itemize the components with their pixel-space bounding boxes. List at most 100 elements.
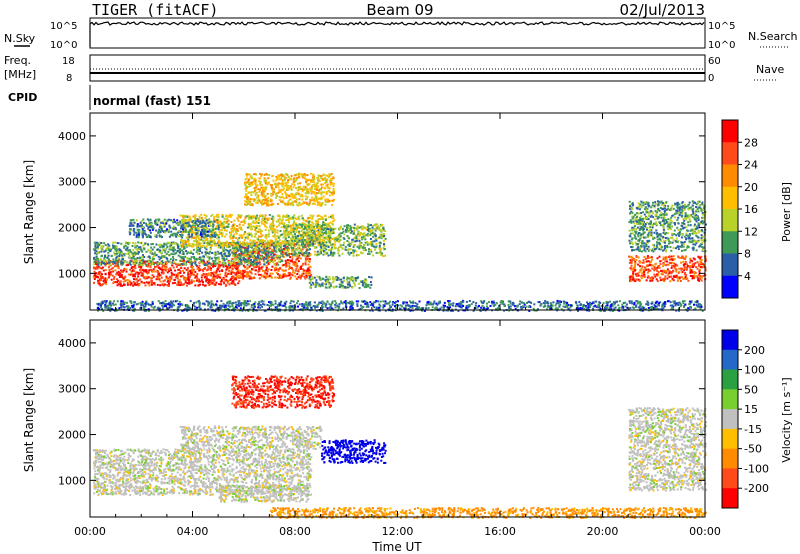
scatter-cell xyxy=(243,266,246,269)
scatter-cell xyxy=(255,186,258,189)
scatter-cell xyxy=(296,203,299,206)
scatter-cell xyxy=(262,274,265,277)
noise-left-tick-top: 10^5 xyxy=(50,21,77,32)
scatter-cell xyxy=(252,249,255,252)
scatter-cell xyxy=(244,255,247,258)
scatter-cell xyxy=(170,271,173,274)
scatter-cell xyxy=(154,218,157,221)
scatter-cell xyxy=(275,271,278,274)
scatter-cell xyxy=(287,201,289,204)
scatter-cell xyxy=(282,241,285,244)
scatter-cell xyxy=(209,246,212,249)
scatter-cell xyxy=(238,215,241,218)
scatter-cell xyxy=(186,284,188,287)
scatter-cell xyxy=(371,231,374,234)
scatter-cell xyxy=(340,278,343,281)
scatter-cell xyxy=(108,266,110,269)
scatter-cell xyxy=(332,285,335,288)
scatter-cell xyxy=(101,273,103,276)
scatter-cell xyxy=(288,262,291,265)
scatter-cell xyxy=(343,233,346,236)
scatter-cell xyxy=(326,226,329,229)
scatter-cell xyxy=(193,274,196,277)
scatter-cell xyxy=(125,264,128,267)
scatter-cell xyxy=(163,242,166,245)
scatter-cell xyxy=(162,249,164,252)
scatter-cell xyxy=(214,259,217,262)
scatter-cell xyxy=(205,219,208,222)
scatter-cell xyxy=(145,269,148,272)
scatter-cell xyxy=(97,251,99,254)
scatter-cell xyxy=(191,271,194,274)
scatter-cell xyxy=(290,253,293,256)
scatter-cell xyxy=(340,225,342,228)
scatter-cell xyxy=(147,261,150,264)
scatter-cell xyxy=(314,238,317,241)
scatter-cell xyxy=(305,181,307,184)
scatter-cell xyxy=(119,283,122,286)
scatter-cell xyxy=(233,271,236,274)
scatter-cell xyxy=(293,233,296,235)
scatter-cell xyxy=(222,259,224,262)
scatter-cell xyxy=(347,224,350,227)
scatter-cell xyxy=(267,233,270,236)
scatter-cell xyxy=(302,271,305,273)
scatter-cell xyxy=(214,262,217,265)
scatter-cell xyxy=(242,251,245,254)
scatter-cell xyxy=(321,216,324,219)
scatter-cell xyxy=(182,243,185,246)
scatter-cell xyxy=(135,252,138,255)
scatter-cell xyxy=(254,258,257,261)
scatter-cell xyxy=(290,237,293,240)
scatter-cell xyxy=(307,184,309,187)
scatter-cell xyxy=(198,278,200,281)
scatter-cell xyxy=(211,252,214,254)
scatter-cell xyxy=(182,216,185,219)
scatter-cell xyxy=(338,254,341,257)
scatter-cell xyxy=(119,272,122,275)
scatter-cell xyxy=(254,193,257,196)
scatter-cell xyxy=(314,235,317,238)
scatter-cell xyxy=(299,277,302,280)
scatter-cell xyxy=(312,225,315,228)
scatter-cell xyxy=(246,266,249,269)
scatter-cell xyxy=(295,224,298,227)
scatter-cell xyxy=(150,249,153,252)
scatter-cell xyxy=(315,224,317,227)
scatter-cell xyxy=(300,267,302,270)
scatter-cell xyxy=(197,235,200,237)
scatter-cell xyxy=(147,264,150,267)
scatter-cell xyxy=(303,275,306,278)
scatter-cell xyxy=(109,263,112,266)
scatter-cell xyxy=(135,260,138,263)
scatter-cell xyxy=(111,274,114,277)
scatter-cell xyxy=(363,280,366,282)
scatter-cell xyxy=(254,259,257,262)
scatter-cell xyxy=(190,252,193,254)
scatter-cell xyxy=(283,178,286,181)
scatter-cell xyxy=(291,224,294,226)
scatter-cell xyxy=(207,278,210,281)
scatter-cell xyxy=(276,203,279,205)
scatter-cell xyxy=(181,253,184,255)
scatter-cell xyxy=(113,246,116,249)
scatter-cell xyxy=(217,235,220,238)
scatter-cell xyxy=(172,248,175,251)
scatter-cell xyxy=(93,258,95,261)
scatter-cell xyxy=(182,256,185,259)
scatter-cell xyxy=(272,203,275,206)
scatter-cell xyxy=(286,232,289,235)
scatter-cell xyxy=(216,262,219,265)
scatter-cell xyxy=(286,246,289,249)
scatter-cell xyxy=(369,248,372,251)
scatter-cell xyxy=(249,270,252,273)
scatter-cell xyxy=(129,273,132,276)
scatter-cell xyxy=(271,187,273,189)
scatter-cell xyxy=(213,256,216,259)
scatter-cell xyxy=(198,217,201,220)
scatter-cell xyxy=(141,234,144,237)
scatter-cell xyxy=(131,257,134,260)
scatter-cell xyxy=(198,226,201,229)
scatter-cell xyxy=(128,254,131,257)
scatter-cell xyxy=(276,240,279,243)
